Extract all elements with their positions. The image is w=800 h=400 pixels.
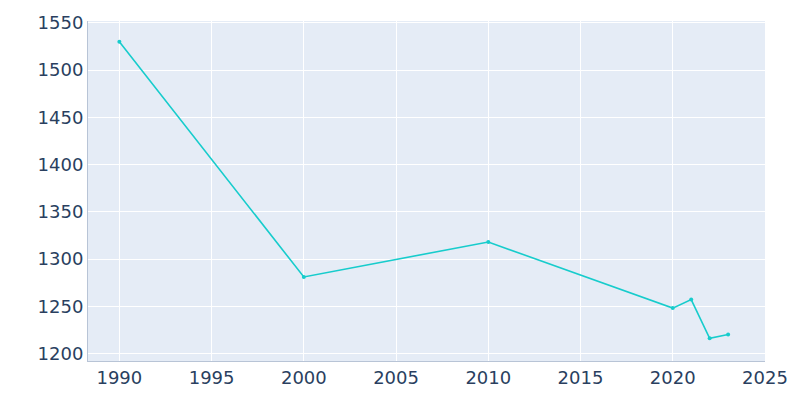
svg-text:1550: 1550	[38, 12, 84, 33]
svg-text:2005: 2005	[373, 367, 419, 388]
svg-text:1500: 1500	[38, 59, 84, 80]
svg-text:1450: 1450	[38, 107, 84, 128]
svg-text:2025: 2025	[742, 367, 788, 388]
svg-text:2015: 2015	[558, 367, 604, 388]
svg-text:1995: 1995	[189, 367, 235, 388]
svg-text:1200: 1200	[38, 343, 84, 364]
svg-text:2020: 2020	[650, 367, 696, 388]
svg-text:1990: 1990	[96, 367, 142, 388]
svg-text:1350: 1350	[38, 201, 84, 222]
svg-text:2000: 2000	[281, 367, 327, 388]
svg-text:1300: 1300	[38, 248, 84, 269]
svg-text:2010: 2010	[465, 367, 511, 388]
svg-text:1250: 1250	[38, 296, 84, 317]
svg-text:1400: 1400	[38, 154, 84, 175]
